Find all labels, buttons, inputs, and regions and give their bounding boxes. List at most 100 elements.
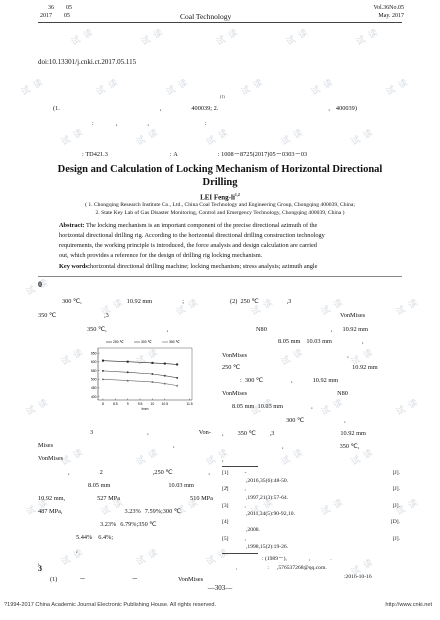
header-volume: 36 05: [48, 5, 72, 11]
abstract-line-3: requirements, the working principle is i…: [59, 242, 317, 249]
x-tick-label: 9.5: [138, 402, 143, 406]
cn-abstract-line: :,,:: [92, 120, 207, 127]
left-line-3: 350 ℃,,: [87, 326, 169, 333]
reference-line: [5], [J].: [222, 536, 402, 544]
data-point: [151, 373, 154, 375]
reference-number: [4]: [222, 519, 229, 526]
watermark-mark: 试 读: [134, 127, 161, 148]
section-3-heading: 3: [38, 564, 42, 573]
abstract-rule: [38, 276, 402, 277]
right-line-10: 300 ℃,: [286, 417, 346, 424]
reference-text: ,2016,35(6):48-50.: [246, 478, 289, 485]
reference-tag: [J].: [392, 486, 400, 493]
x-tick-label: 11.5: [186, 402, 192, 406]
watermark-mark: 试 读: [384, 77, 411, 98]
author: LEI Feng-li1,2: [200, 192, 240, 202]
reference-text: -: [244, 470, 247, 476]
x-tick-label: 8: [102, 402, 104, 406]
chart-series: [101, 359, 179, 387]
data-point: [176, 363, 179, 366]
right-line-12: , 350 ℃,: [282, 443, 360, 450]
right-line-9: 8.05 mm 10.03 mm,: [232, 403, 313, 410]
watermark-mark: 试 读: [204, 127, 231, 148]
author-note-rule: [222, 553, 258, 554]
keywords: Key words:horizontal directional drillin…: [59, 263, 318, 270]
watermark-mark: 试 读: [164, 77, 191, 98]
watermark-mark: 试 读: [59, 547, 86, 568]
header-vol-no: Vol.36No.05: [373, 5, 404, 11]
data-point: [126, 379, 129, 382]
title-sup-mark: (1): [220, 94, 225, 99]
header-year: 2017 05: [40, 13, 70, 19]
series-line: [102, 370, 178, 379]
watermark-mark: 试 读: [24, 397, 51, 418]
received-date: :2016-10-16: [344, 574, 372, 580]
reference-number: [3]: [222, 502, 229, 509]
watermark-mark: 试 读: [24, 277, 51, 298]
left-line-10: 487 MPa, 3.23% 7.59%;300 ℃: [38, 508, 181, 515]
references-rule: [222, 466, 258, 467]
data-point: [163, 382, 166, 385]
reference-text: ,1997,21(3):57-64.: [246, 494, 289, 501]
author-note-2: ,: ,576537268@qq.com.: [236, 565, 327, 571]
watermark-mark: 试 读: [59, 127, 86, 148]
chart-axes: [97, 347, 193, 401]
left-line-1: 300 ℃, 10.92 mm;: [62, 298, 184, 305]
abstract-line-2: horizontal directional drilling rig. Acc…: [59, 232, 325, 239]
reference-text: ,1998,15(2):19-26.: [246, 543, 289, 550]
watermark-mark: 试 读: [94, 77, 121, 98]
data-point: [163, 362, 166, 365]
abstract-line-1: Abstract: The locking mechanism is an im…: [59, 222, 318, 229]
watermark-mark: 试 读: [214, 27, 241, 48]
temperature-stress-chart: 650 600 550 500 450 400 8 8.5 9 9.5 10 10.5 11.5 250…: [91, 340, 193, 411]
x-tick-label: 10.5: [161, 402, 168, 406]
watermark-mark: 试 读: [19, 77, 46, 98]
reference-line: ,1997,21(3):57-64.: [222, 495, 402, 503]
right-line-11: , 350 ℃ ,3 10.92 mm: [222, 430, 366, 437]
left-bottom-line: (1) －－ VonMises: [50, 576, 204, 583]
data-point: [176, 376, 179, 379]
footer-url[interactable]: http://www.cnki.net: [385, 602, 432, 608]
right-line-4: 8.05 mm 10.03 mm,: [278, 338, 364, 345]
reference-number: [1]: [222, 470, 229, 476]
reference-number: [5]: [222, 535, 229, 542]
data-point: [176, 384, 179, 387]
reference-text: ,2008.: [246, 527, 260, 534]
y-tick-label: 600: [91, 360, 97, 364]
header-rule: [38, 22, 402, 23]
abstract-line-4: out, which provides a reference for the …: [59, 252, 263, 259]
y-tick-label: 550: [91, 369, 97, 373]
watermark-mark: 试 读: [319, 397, 346, 418]
data-point: [101, 369, 104, 372]
watermark-mark: 试 读: [204, 447, 231, 468]
journal-name: Coal Technology: [180, 12, 232, 21]
reference-text: ,: [244, 502, 246, 509]
reference-line: [2], [J].: [222, 486, 402, 494]
y-tick-label: 400: [91, 395, 97, 399]
watermark-mark: 试 读: [394, 297, 421, 318]
right-line-5: VonMises,: [222, 352, 349, 359]
left-line-11: 3.23% 6.79%;350 ℃: [100, 521, 157, 528]
left-line-8: 8.05 mm 10.03 mm,: [88, 482, 228, 489]
reference-tag: [J].: [392, 535, 400, 542]
reference-tag: [J].: [392, 470, 400, 476]
chart-x-label: Imm: [142, 407, 149, 411]
left-line-5: Mises,: [38, 442, 175, 449]
left-line-14: ,: [38, 559, 40, 566]
watermark-mark: 试 读: [309, 77, 336, 98]
watermark-mark: 试 读: [354, 27, 381, 48]
right-line-3: N80, 10.92 mm: [256, 326, 368, 333]
reference-text: ,: [244, 535, 246, 542]
legend-label: 250 ℃: [113, 340, 124, 344]
reference-line: [4] [D].: [222, 519, 402, 527]
reference-line: ,1998,15(2):19-26.: [222, 544, 402, 552]
right-line-8: VonMises N80: [222, 390, 348, 397]
data-point: [126, 371, 129, 374]
right-line-6: 250 ℃ 10.92 mm: [222, 364, 378, 371]
doi: doi:10.13301/j.cnki.ct.2017.05.115: [38, 58, 137, 66]
x-tick-label: 10: [151, 402, 155, 406]
y-tick-label: 450: [91, 386, 97, 390]
x-tick-label: 9: [127, 402, 129, 406]
cn-class-line: : TD421.3: A: 1008－8725(2017)05－0303－03: [82, 151, 308, 158]
left-line-4: 3, Von-: [90, 429, 211, 436]
